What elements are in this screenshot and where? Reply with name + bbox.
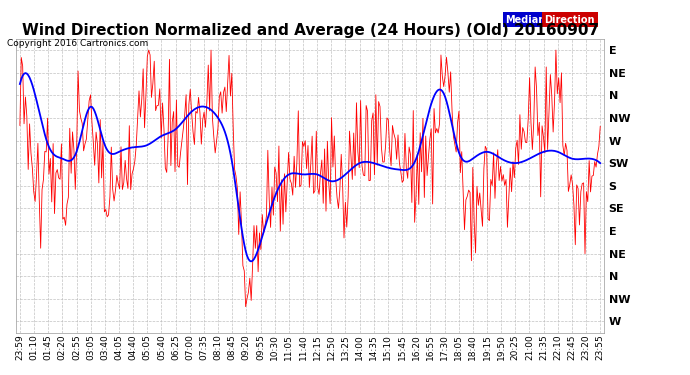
Title: Wind Direction Normalized and Average (24 Hours) (Old) 20160907: Wind Direction Normalized and Average (2… bbox=[21, 22, 599, 38]
Text: Median: Median bbox=[506, 15, 546, 25]
Text: Copyright 2016 Cartronics.com: Copyright 2016 Cartronics.com bbox=[7, 39, 148, 48]
Text: Direction: Direction bbox=[544, 15, 595, 25]
